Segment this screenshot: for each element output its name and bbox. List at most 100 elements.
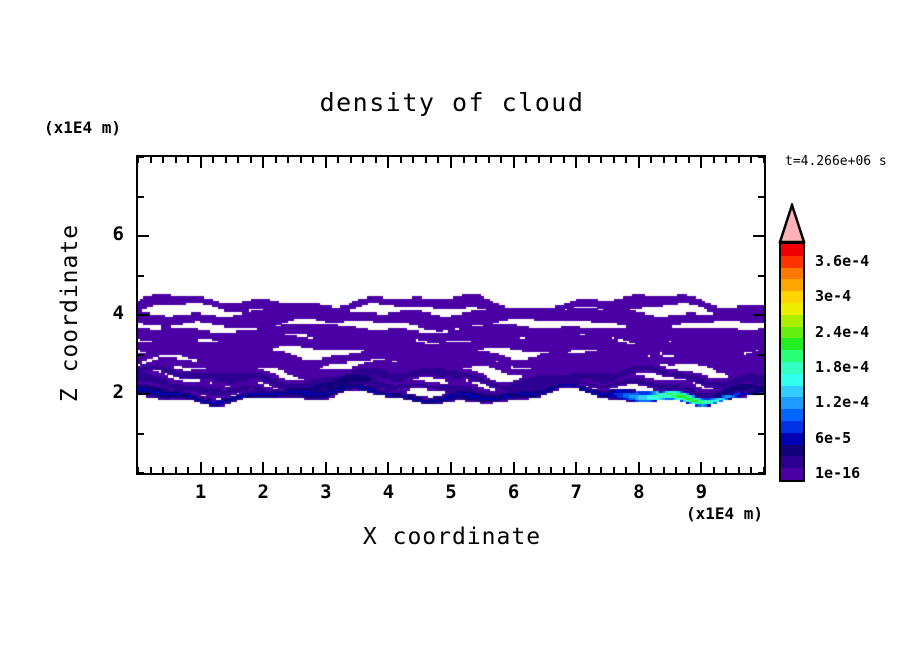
tick-x-top: [763, 157, 765, 163]
tick-y-left: [138, 353, 144, 356]
tick-label-x: 4: [382, 481, 395, 503]
tick-x-bottom: [387, 462, 390, 473]
tick-x-bottom: [174, 467, 177, 473]
tick-y-right: [753, 393, 764, 395]
tick-x-bottom: [637, 462, 640, 473]
tick-x-top: [224, 157, 227, 163]
colorbar-band: [781, 244, 803, 256]
y-axis-unit-label: (x1E4 m): [44, 118, 122, 137]
colorbar-tick-label: 3e-4: [815, 287, 852, 306]
tick-x-top: [750, 157, 753, 163]
tick-x-bottom: [650, 467, 653, 473]
tick-x-top: [700, 157, 703, 168]
tick-x-bottom: [249, 467, 252, 473]
tick-x-top: [174, 157, 177, 163]
tick-y-left: [138, 195, 144, 198]
tick-x-bottom: [237, 467, 240, 473]
tick-x-bottom: [562, 467, 565, 473]
tick-x-bottom: [187, 467, 190, 473]
tick-x-bottom: [712, 467, 715, 473]
tick-x-bottom: [575, 462, 578, 473]
tick-x-top: [687, 157, 690, 163]
colorbar-tick-label: 1.2e-4: [815, 393, 870, 412]
tick-x-bottom: [500, 467, 503, 473]
tick-label-x: 1: [194, 481, 207, 503]
colorbar-band: [781, 468, 803, 480]
tick-x-top: [187, 157, 190, 163]
colorbar-band: [781, 326, 803, 339]
tick-label-x: 6: [507, 481, 520, 503]
tick-x-top: [712, 157, 715, 163]
tick-x-bottom: [687, 467, 690, 473]
tick-x-bottom: [737, 467, 740, 473]
tick-x-bottom: [137, 467, 139, 473]
colorbar-band: [781, 432, 803, 445]
tick-x-bottom: [525, 467, 528, 473]
colorbar-band: [781, 291, 803, 303]
tick-x-top: [650, 157, 653, 163]
tick-x-bottom: [224, 467, 227, 473]
colorbar-band: [781, 361, 803, 374]
tick-x-top: [162, 157, 165, 163]
tick-y-left: [138, 472, 144, 474]
tick-x-top: [587, 157, 590, 163]
colorbar-band: [781, 373, 803, 386]
tick-x-top: [725, 157, 728, 163]
tick-y-right: [753, 314, 764, 316]
timestamp-label: t=4.266e+06 s: [785, 154, 887, 169]
tick-x-top: [424, 157, 427, 163]
colorbar-band: [781, 397, 803, 410]
tick-label-x: 3: [320, 481, 332, 503]
colorbar-band: [781, 314, 803, 327]
colorbar-band: [781, 420, 803, 433]
tick-x-top: [487, 157, 490, 163]
tick-x-bottom: [337, 467, 340, 473]
colorbar-band: [781, 255, 803, 268]
colorbar[interactable]: [779, 242, 805, 482]
tick-x-top: [262, 157, 265, 168]
tick-x-top: [562, 157, 565, 163]
tick-x-top: [450, 157, 452, 168]
colorbar-tick-label: 1.8e-4: [815, 357, 870, 376]
tick-x-top: [612, 157, 615, 163]
colorbar-tick-label: 3.6e-4: [815, 251, 870, 270]
tick-y-left: [138, 432, 144, 435]
tick-label-x: 2: [257, 481, 269, 503]
tick-x-top: [199, 157, 202, 168]
tick-x-top: [287, 157, 290, 163]
tick-y-right: [758, 472, 764, 474]
tick-y-left: [138, 393, 149, 395]
x-axis-title: X coordinate: [362, 524, 542, 550]
tick-x-top: [387, 157, 390, 168]
colorbar-tick-label: 6e-5: [815, 428, 852, 447]
colorbar-band: [781, 444, 803, 457]
tick-x-top: [349, 157, 352, 163]
tick-label-x: 8: [633, 481, 645, 503]
tick-label-x: 9: [695, 481, 708, 503]
tick-x-top: [637, 157, 640, 168]
tick-x-top: [500, 157, 503, 163]
colorbar-band: [781, 409, 803, 421]
tick-label-y: 2: [112, 381, 124, 403]
tick-x-top: [274, 157, 277, 163]
page-title: density of cloud: [319, 88, 585, 117]
tick-x-top: [337, 157, 340, 163]
tick-x-bottom: [725, 467, 728, 473]
tick-x-top: [675, 157, 678, 163]
tick-x-bottom: [662, 467, 665, 473]
tick-x-bottom: [287, 467, 290, 473]
tick-y-right: [758, 156, 764, 158]
tick-y-left: [138, 156, 144, 158]
tick-x-bottom: [274, 467, 277, 473]
tick-y-left: [138, 235, 149, 237]
colorbar-band: [781, 279, 803, 292]
tick-x-top: [237, 157, 240, 163]
tick-x-top: [149, 157, 152, 163]
tick-y-left: [138, 314, 149, 316]
tick-x-bottom: [462, 467, 465, 473]
tick-y-right: [758, 353, 764, 356]
tick-x-top: [550, 157, 553, 163]
tick-x-top: [537, 157, 540, 163]
tick-x-top: [525, 157, 528, 163]
colorbar-band: [781, 385, 803, 398]
